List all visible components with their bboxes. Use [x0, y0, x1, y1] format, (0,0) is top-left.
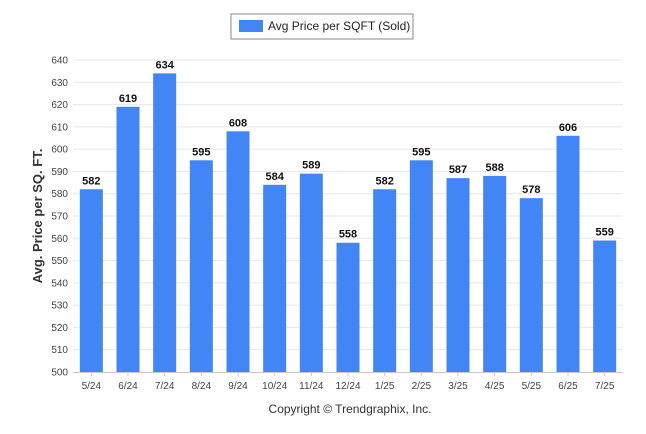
data-label: 588: [485, 162, 503, 174]
bar: [373, 189, 397, 372]
data-label: 578: [522, 184, 540, 196]
x-tick-label: 8/24: [192, 381, 212, 392]
y-tick-label: 640: [51, 56, 68, 67]
bar: [446, 178, 470, 372]
data-label: 619: [119, 93, 137, 105]
x-tick-label: 10/24: [262, 381, 287, 392]
bar: [263, 184, 287, 372]
y-tick-label: 620: [51, 100, 68, 111]
bar: [299, 173, 323, 372]
bar: [116, 106, 140, 373]
bar: [519, 198, 543, 372]
y-tick-label: 530: [51, 301, 68, 312]
data-label: 634: [155, 59, 174, 71]
y-tick-label: 590: [51, 167, 68, 178]
y-axis-ticks: 500 510 520 530 540 550 560 570 580 590 600 610 620 6…: [51, 56, 68, 379]
data-label: 587: [449, 164, 467, 176]
y-tick-label: 560: [51, 234, 68, 245]
data-label: 584: [265, 171, 284, 183]
x-axis-ticks: 5/24 6/24 7/24 8/24 9/24 10/24 11/24 12/24 1/25 2…: [82, 372, 615, 392]
data-label: 559: [595, 227, 613, 239]
x-tick-label: 5/24: [82, 381, 102, 392]
data-label: 595: [412, 146, 430, 158]
x-tick-label: 1/25: [375, 381, 395, 392]
bar: [593, 240, 617, 372]
x-tick-label: 3/25: [448, 381, 468, 392]
data-label: 608: [229, 117, 247, 129]
x-tick-label: 12/24: [335, 381, 360, 392]
bar: [556, 135, 580, 372]
data-label: 589: [302, 160, 320, 172]
x-tick-label: 6/25: [558, 381, 578, 392]
y-tick-label: 510: [51, 345, 68, 356]
bar: [226, 131, 250, 372]
y-tick-label: 570: [51, 212, 68, 223]
y-tick-label: 580: [51, 189, 68, 200]
x-tick-label: 2/25: [412, 381, 432, 392]
y-tick-label: 600: [51, 145, 68, 156]
y-tick-label: 550: [51, 256, 68, 267]
legend-swatch: [239, 20, 263, 32]
y-tick-label: 540: [51, 278, 68, 289]
data-label: 606: [559, 122, 577, 134]
legend: Avg Price per SQFT (Sold): [230, 13, 414, 40]
x-tick-label: 7/25: [595, 381, 615, 392]
legend-label: Avg Price per SQFT (Sold): [268, 19, 410, 33]
y-tick-label: 520: [51, 323, 68, 334]
y-tick-label: 610: [51, 122, 68, 133]
data-label: 582: [82, 175, 100, 187]
y-axis-title: Avg. Price per SQ. FT.: [30, 149, 45, 284]
x-tick-label: 6/24: [118, 381, 138, 392]
bars: [79, 73, 617, 373]
y-tick-label: 630: [51, 78, 68, 89]
data-label: 558: [339, 229, 357, 241]
data-label: 595: [192, 146, 210, 158]
x-tick-label: 11/24: [299, 381, 324, 392]
data-label: 582: [375, 175, 393, 187]
bar: [409, 160, 433, 372]
bar: [189, 160, 213, 372]
copyright-text: Copyright © Trendgraphix, Inc.: [269, 402, 432, 416]
x-tick-label: 7/24: [155, 381, 175, 392]
bar: [483, 175, 507, 372]
x-tick-label: 9/24: [228, 381, 248, 392]
bar: [79, 189, 103, 372]
y-tick-label: 500: [51, 368, 68, 379]
data-labels: 582 619 634 595 608 584 589 558 582 595 587 588 578 6…: [82, 59, 614, 240]
bar: [153, 73, 177, 372]
bar: [336, 242, 360, 372]
x-tick-label: 4/25: [485, 381, 505, 392]
x-tick-label: 5/25: [522, 381, 542, 392]
